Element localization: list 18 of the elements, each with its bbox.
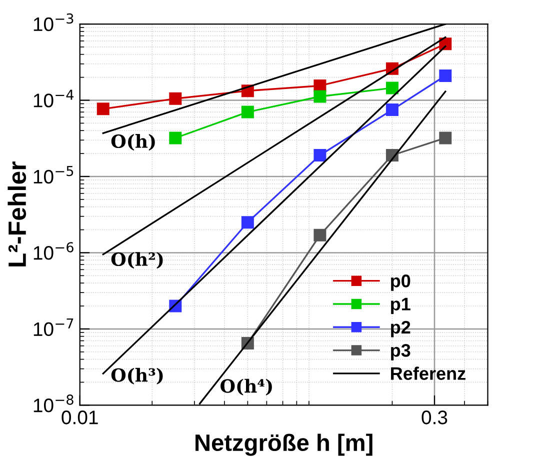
annotation: O(h⁴) [220,378,272,396]
legend-label: p3 [391,344,410,360]
annotation: O(h) [111,134,155,151]
legend-label: p0 [391,274,410,291]
legend-label: p2 [391,320,410,338]
legend-label: p1 [391,298,410,314]
x-tick-label: 0.01 [62,410,98,424]
annotation: O(h²) [111,252,163,269]
y-tick-label: 10$^{−6}$ [34,242,74,260]
x-tick-label: 0.3 [422,410,448,424]
y-tick-label: 10$^{−7}$ [34,318,74,336]
y-tick-label: 10$^{−4}$ [34,90,74,108]
y-axis-title: L²-Fehler [8,162,26,266]
legend-label: Referenz [391,366,466,380]
y-tick-label: 10$^{−3}$ [34,13,74,32]
x-axis-title: Netzgröße h [m] [196,434,372,456]
y-tick-label: 10$^{−5}$ [34,166,74,184]
annotation: O(h³) [111,368,163,384]
